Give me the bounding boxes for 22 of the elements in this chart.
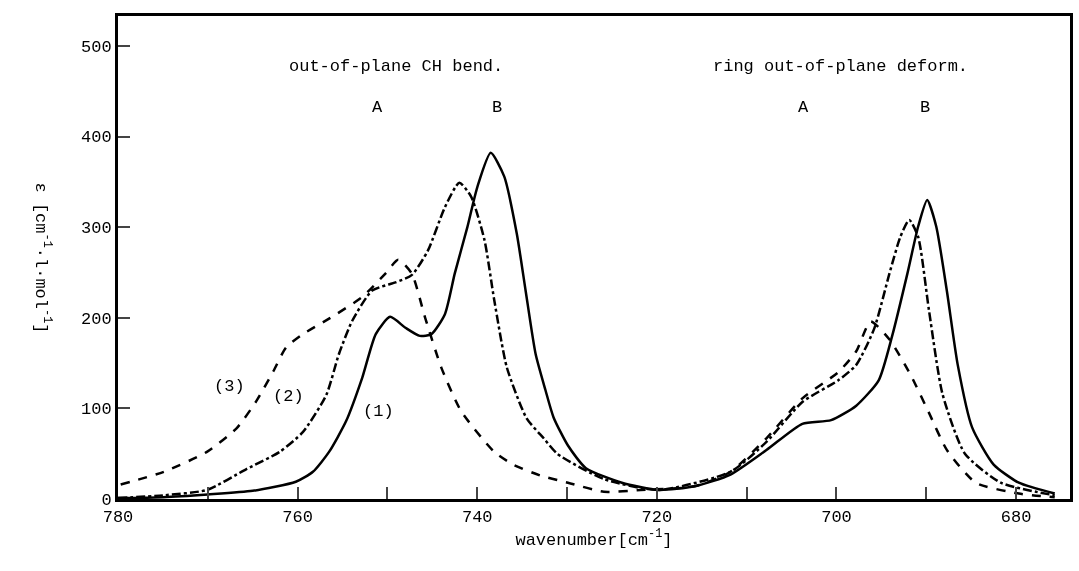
x-tick-label: 740 bbox=[461, 508, 493, 528]
annotation: (3) bbox=[214, 377, 245, 396]
annotation: (1) bbox=[363, 402, 394, 421]
y-tick-label: 400 bbox=[80, 128, 112, 148]
x-tick-label: 720 bbox=[641, 508, 673, 528]
x-tick-label: 700 bbox=[821, 508, 852, 528]
y-tick-label: 0 bbox=[101, 490, 112, 510]
x-tick-label: 680 bbox=[1000, 508, 1032, 528]
y-tick-label: 200 bbox=[80, 309, 112, 329]
annotation: (2) bbox=[273, 387, 304, 406]
annotation: A bbox=[372, 98, 383, 117]
y-tick-label: 300 bbox=[80, 219, 112, 239]
annotation: ring out-of-plane deform. bbox=[713, 57, 969, 76]
x-tick-label: 760 bbox=[282, 508, 313, 528]
y-tick-label: 500 bbox=[80, 37, 112, 57]
x-axis-title: wavenumber[cm$^{-1}$] bbox=[515, 527, 673, 550]
annotation: B bbox=[492, 98, 503, 117]
annotation: A bbox=[798, 98, 809, 117]
annotation: B bbox=[920, 98, 931, 117]
x-tick-label: 780 bbox=[102, 508, 134, 528]
annotation: out-of-plane CH bend. bbox=[289, 57, 504, 76]
y-tick-label: 100 bbox=[80, 400, 112, 420]
